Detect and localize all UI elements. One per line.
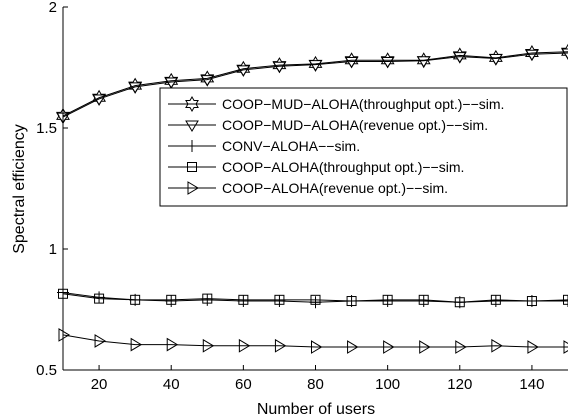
y-tick-label: 1	[49, 241, 57, 258]
y-tick-label: 2	[49, 0, 57, 16]
series-triangle-right	[58, 328, 568, 354]
series-line	[62, 334, 568, 348]
series-line	[62, 51, 568, 117]
plot-area	[56, 43, 568, 354]
data-point-triangle-right	[347, 340, 359, 354]
axes: 20 40 60 80 100 120 140 0.5 1 1.5 2	[36, 0, 568, 393]
data-point-square	[490, 294, 501, 305]
data-point-triangle-down	[92, 94, 106, 106]
x-tick-label: 100	[375, 376, 400, 393]
legend-marker-triangle-right	[187, 181, 199, 195]
legend-label: COOP−ALOHA(revenue opt.)−−sim.	[222, 180, 448, 196]
data-point-triangle-down	[380, 56, 395, 69]
data-point-triangle-down	[236, 65, 251, 77]
legend-label: COOP−MUD−ALOHA(revenue opt.)−−sim.	[222, 117, 488, 133]
legend-marker-hexagram	[185, 96, 199, 112]
data-point-triangle-right	[94, 334, 107, 348]
data-point-triangle-down	[344, 56, 359, 69]
x-tick-label: 120	[447, 376, 472, 393]
data-point-square	[238, 294, 249, 305]
data-point-square	[130, 294, 141, 305]
data-point-triangle-down	[164, 77, 179, 89]
data-point-triangle-down	[272, 61, 287, 74]
data-point-square	[563, 294, 568, 305]
data-point-triangle-down	[488, 54, 503, 66]
legend-entry: COOP−MUD−ALOHA(throughput opt.)−−sim.	[168, 96, 504, 112]
data-point-triangle-right	[527, 340, 539, 354]
legend-entry: COOP−ALOHA(throughput opt.)−−sim.	[168, 159, 464, 175]
x-tick-label: 80	[307, 376, 324, 393]
data-point-triangle-down	[308, 60, 323, 72]
data-point-square	[274, 294, 285, 305]
y-tick-label: 1.5	[36, 120, 57, 137]
data-point-triangle-right	[166, 337, 179, 352]
legend-label: COOP−ALOHA(throughput opt.)−−sim.	[222, 159, 464, 175]
x-tick-label: 140	[519, 376, 544, 393]
legend-label: COOP−MUD−ALOHA(throughput opt.)−−sim.	[222, 96, 504, 112]
data-point-square	[310, 294, 321, 305]
legend-entry: CONV−ALOHA−−sim.	[168, 138, 360, 154]
series-line	[62, 293, 568, 303]
data-point-triangle-down	[561, 48, 568, 60]
data-point-triangle-right	[238, 338, 251, 353]
x-tick-label: 20	[91, 376, 108, 393]
data-point-square	[526, 296, 537, 307]
data-point-triangle-right	[491, 338, 503, 353]
data-point-triangle-down	[525, 49, 539, 62]
data-point-square	[202, 293, 213, 304]
data-point-square	[346, 296, 357, 307]
data-point-triangle-right	[311, 340, 323, 354]
data-point-triangle-down	[416, 56, 431, 68]
series-line	[62, 52, 568, 118]
x-axis-title: Number of users	[257, 401, 375, 418]
series-triangle-down	[56, 48, 568, 125]
data-point-triangle-right	[202, 338, 215, 353]
legend-entry: COOP−MUD−ALOHA(revenue opt.)−−sim.	[168, 117, 488, 133]
legend-box	[159, 87, 568, 207]
y-tick-label: 0.5	[36, 362, 57, 379]
series-square	[58, 288, 568, 308]
data-point-triangle-right	[419, 340, 431, 354]
x-tick-label: 40	[163, 376, 180, 393]
data-point-plus	[562, 295, 568, 308]
data-point-square	[418, 294, 429, 305]
legend-marker-triangle-down	[185, 120, 199, 132]
data-point-triangle-right	[58, 328, 70, 342]
legend-marker-square	[187, 162, 197, 172]
data-point-triangle-right	[563, 340, 568, 354]
data-point-square	[382, 294, 393, 305]
data-point-hexagram	[561, 43, 568, 60]
legend-marker-plus	[186, 140, 198, 152]
data-point-triangle-right	[383, 340, 395, 354]
data-point-square	[166, 294, 177, 305]
legend: COOP−MUD−ALOHA(throughput opt.)−−sim. COO…	[159, 87, 568, 207]
legend-label: CONV−ALOHA−−sim.	[222, 138, 360, 154]
data-point-square	[94, 293, 105, 304]
data-point-triangle-right	[455, 340, 467, 354]
x-tick-label: 60	[235, 376, 252, 393]
data-point-triangle-down	[452, 52, 467, 64]
legend-entry: COOP−ALOHA(revenue opt.)−−sim.	[168, 180, 448, 196]
y-axis-title: Spectral efficiency	[11, 124, 28, 254]
data-point-triangle-down	[200, 75, 215, 87]
data-point-square	[454, 297, 465, 308]
data-point-triangle-right	[130, 337, 143, 352]
data-point-triangle-down	[128, 82, 143, 94]
data-point-triangle-right	[274, 338, 287, 353]
